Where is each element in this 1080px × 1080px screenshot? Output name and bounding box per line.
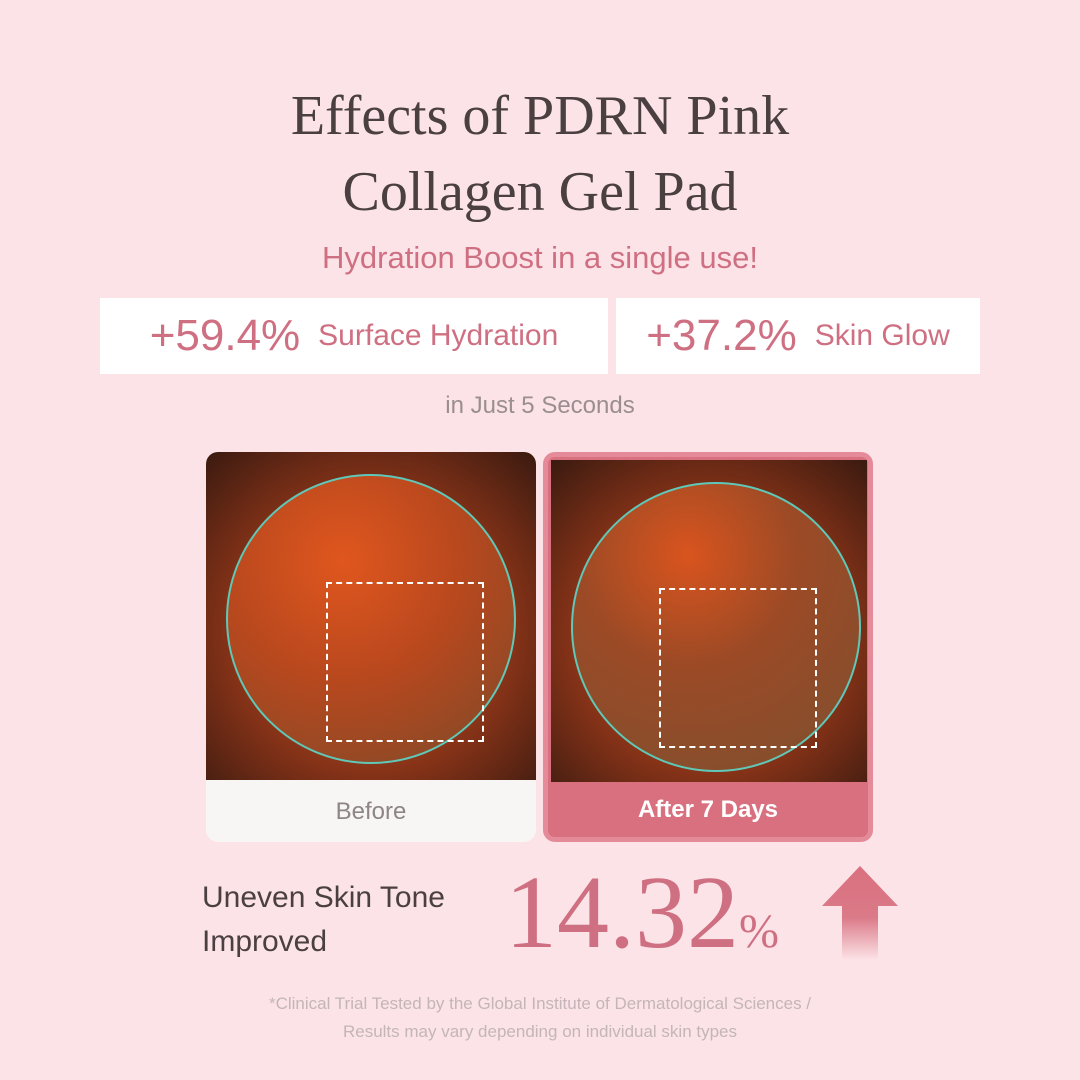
after-card: After 7 Days bbox=[543, 452, 873, 842]
title-line-2: Collagen Gel Pad bbox=[342, 161, 738, 223]
stat-value: +59.4% bbox=[149, 311, 301, 360]
result-label-line-2: Improved bbox=[202, 925, 328, 958]
result-number: 14.32 bbox=[505, 855, 739, 970]
result-label-line-1: Uneven Skin Tone bbox=[202, 881, 445, 914]
stat-value: +37.2% bbox=[646, 311, 797, 360]
stat-label: Surface Hydration bbox=[318, 319, 559, 352]
after-caption: After 7 Days bbox=[637, 796, 779, 823]
stat-skin-glow: +37.2% Skin Glow bbox=[616, 298, 980, 374]
before-skin-image bbox=[206, 452, 536, 780]
page-title: Effects of PDRN Pink Collagen Gel Pad bbox=[0, 78, 1080, 230]
stat-surface-hydration: +59.4% Surface Hydration bbox=[100, 298, 608, 374]
footnote-line-1: *Clinical Trial Tested by the Global Ins… bbox=[268, 994, 812, 1013]
before-card: Before bbox=[206, 452, 536, 842]
footnote: *Clinical Trial Tested by the Global Ins… bbox=[0, 990, 1080, 1046]
arrow-up-icon bbox=[822, 866, 898, 960]
before-caption: Before bbox=[335, 798, 407, 825]
stat-label: Skin Glow bbox=[814, 319, 950, 352]
subtitle: Hydration Boost in a single use! bbox=[322, 240, 758, 275]
footnote-line-2: Results may vary depending on individual… bbox=[342, 1022, 738, 1041]
after-skin-image bbox=[551, 460, 867, 782]
focus-square bbox=[659, 588, 817, 748]
focus-square bbox=[326, 582, 484, 742]
analysis-circle bbox=[226, 474, 516, 764]
result-value: 14.32% bbox=[505, 858, 779, 987]
result-unit: % bbox=[739, 905, 779, 958]
result-label: Uneven Skin Tone Improved bbox=[202, 876, 445, 964]
analysis-circle bbox=[571, 482, 861, 772]
stats-note: in Just 5 Seconds bbox=[445, 392, 635, 419]
title-line-1: Effects of PDRN Pink bbox=[290, 85, 790, 147]
